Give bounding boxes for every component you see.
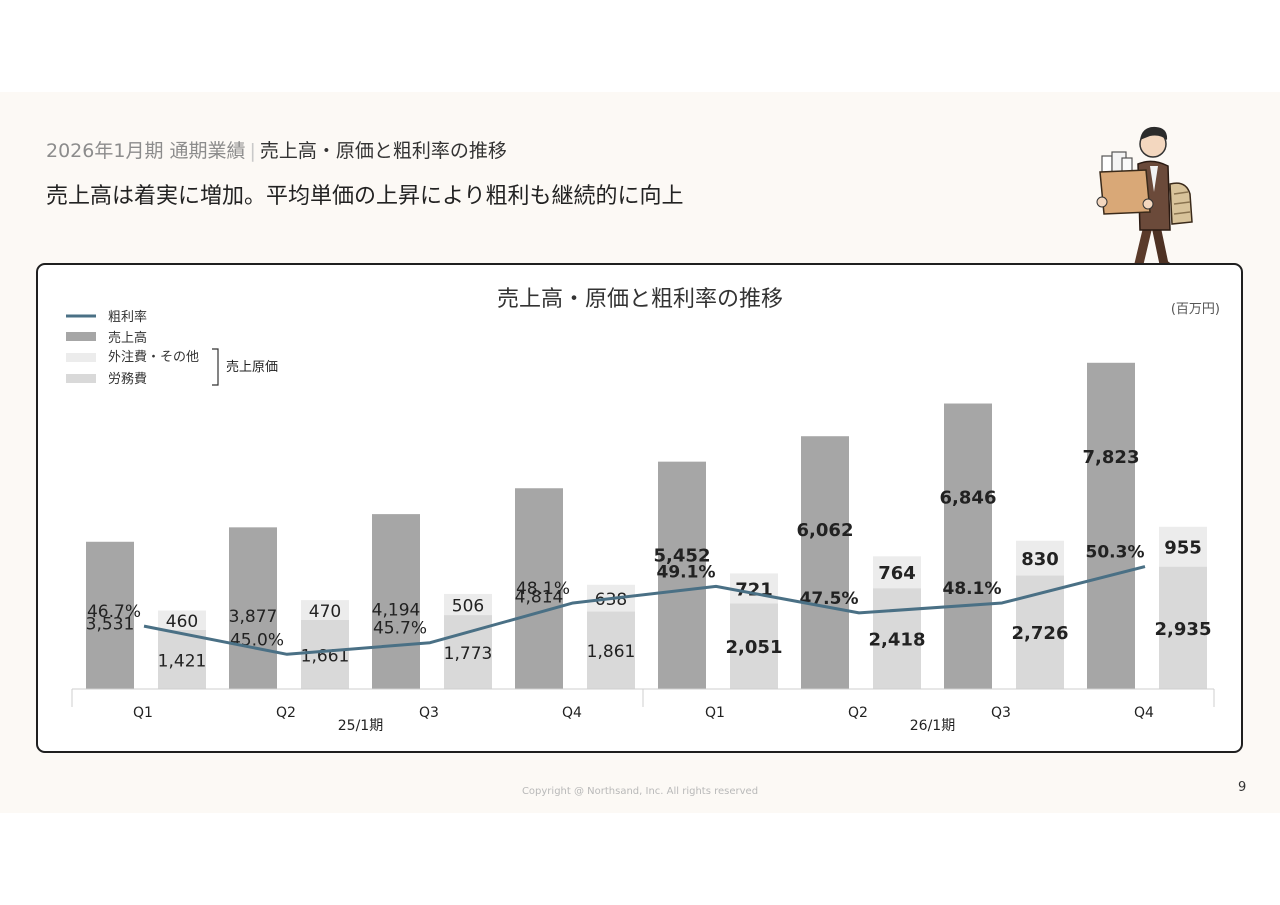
bar-outsourcing — [1016, 540, 1064, 576]
label-margin: 48.1% — [943, 579, 1002, 599]
label-margin: 49.1% — [657, 562, 716, 582]
legend-bracket — [212, 348, 219, 386]
legend-label-outsourcing: 外注費・その他 — [108, 350, 199, 365]
bar-sales — [801, 436, 849, 689]
bar-labor — [873, 588, 921, 689]
bar-labor — [730, 603, 778, 689]
section-subtitle: 2026年1月期 通期業績 | 売上高・原価と粗利率の推移 — [46, 136, 507, 163]
unit-label: (百万円) — [1171, 302, 1220, 317]
label-sales: 3,877 — [229, 607, 278, 627]
label-outsourcing: 470 — [309, 602, 341, 622]
bar-sales — [658, 461, 706, 689]
x-tick-label: Q2 — [276, 705, 296, 721]
bar-outsourcing — [1159, 526, 1207, 567]
bar-sales — [229, 527, 277, 689]
bar-sales — [1087, 362, 1135, 689]
label-sales: 3,531 — [86, 614, 135, 634]
bar-labor — [301, 619, 349, 689]
mascot-illustration — [1096, 126, 1193, 286]
bar-sales — [372, 514, 420, 689]
bar-outsourcing — [730, 573, 778, 604]
subtitle-topic: 売上高・原価と粗利率の推移 — [259, 140, 507, 162]
label-labor: 1,773 — [444, 644, 493, 664]
subtitle-separator: | — [249, 140, 256, 162]
label-labor: 2,051 — [726, 637, 783, 658]
margin-line — [143, 565, 1146, 656]
chart-legend: 粗利率 売上高 外注費・その他 労務費 売上原価 — [66, 309, 278, 387]
legend-label-sales: 売上高 — [108, 330, 147, 346]
label-outsourcing: 638 — [595, 590, 627, 610]
bar-sales — [515, 488, 563, 689]
label-sales: 7,823 — [1083, 447, 1140, 468]
label-labor: 2,418 — [869, 630, 926, 651]
legend-swatch-labor — [66, 374, 96, 383]
legend-swatch-sales — [66, 332, 96, 341]
label-outsourcing: 764 — [878, 563, 916, 584]
label-margin: 45.7% — [373, 619, 427, 639]
label-labor: 2,726 — [1012, 623, 1069, 644]
legend-label-cost-group: 売上原価 — [226, 359, 278, 375]
period-label: 26/1期 — [910, 718, 955, 734]
label-labor: 2,935 — [1155, 619, 1212, 640]
bar-labor — [587, 611, 635, 689]
margin-line-layer: 46.7%45.0%45.7%48.1%49.1%47.5% 48.1%50.3% — [87, 543, 1146, 656]
legend-swatch-outsourcing — [66, 353, 96, 362]
label-margin: 46.7% — [87, 602, 141, 622]
bar-sales — [86, 541, 134, 689]
label-outsourcing: 506 — [452, 597, 484, 617]
bar-outsourcing — [301, 600, 349, 620]
label-outsourcing: 955 — [1164, 538, 1202, 559]
page-number: 9 — [1238, 780, 1247, 795]
shopping-person-icon — [1096, 126, 1193, 286]
x-tick-label: Q2 — [848, 705, 868, 721]
label-sales: 4,814 — [515, 588, 564, 608]
label-sales: 5,452 — [654, 546, 711, 567]
legend-label-margin: 粗利率 — [108, 309, 147, 325]
x-tick-label: Q1 — [133, 705, 153, 721]
period-label: 25/1期 — [338, 718, 383, 734]
label-outsourcing: 460 — [166, 612, 198, 632]
bar-outsourcing — [444, 593, 492, 616]
label-labor: 1,861 — [587, 642, 636, 662]
x-axis: Q1 Q2 Q3 Q4 Q1 Q2 Q3 Q4 25/1期 26/1期 — [71, 688, 1215, 734]
chart-frame: 売上高・原価と粗利率の推移 (百万円) 粗利率 売上高 外注費・その他 労務費 … — [36, 263, 1243, 753]
bar-outsourcing — [873, 556, 921, 589]
subtitle-period: 2026年1月期 通期業績 — [46, 140, 246, 162]
label-labor: 1,421 — [158, 651, 207, 671]
label-sales: 6,846 — [940, 488, 997, 509]
bar-outsourcing — [158, 610, 206, 630]
legend-label-labor: 労務費 — [108, 372, 147, 387]
bar-sales — [944, 403, 992, 689]
label-sales: 4,194 — [372, 601, 421, 621]
x-tick-label: Q3 — [419, 705, 439, 721]
x-tick-label: Q3 — [991, 705, 1011, 721]
chart-canvas: 売上高・原価と粗利率の推移 (百万円) 粗利率 売上高 外注費・その他 労務費 … — [66, 287, 1220, 734]
x-tick-label: Q4 — [562, 705, 582, 721]
x-tick-label: Q4 — [1134, 705, 1154, 721]
bar-labor — [1159, 566, 1207, 689]
label-margin: 48.1% — [516, 579, 570, 599]
footer-copyright: Copyright @ Northsand, Inc. All rights r… — [521, 786, 759, 797]
label-sales: 6,062 — [797, 520, 854, 541]
label-outsourcing: 830 — [1021, 549, 1059, 570]
page-headline: 売上高は着実に増加。平均単価の上昇により粗利も継続的に向上 — [46, 184, 684, 209]
chart-title: 売上高・原価と粗利率の推移 — [497, 287, 783, 312]
bar-labor — [158, 629, 206, 689]
label-margin: 50.3% — [1086, 543, 1145, 563]
x-tick-label: Q1 — [705, 705, 725, 721]
